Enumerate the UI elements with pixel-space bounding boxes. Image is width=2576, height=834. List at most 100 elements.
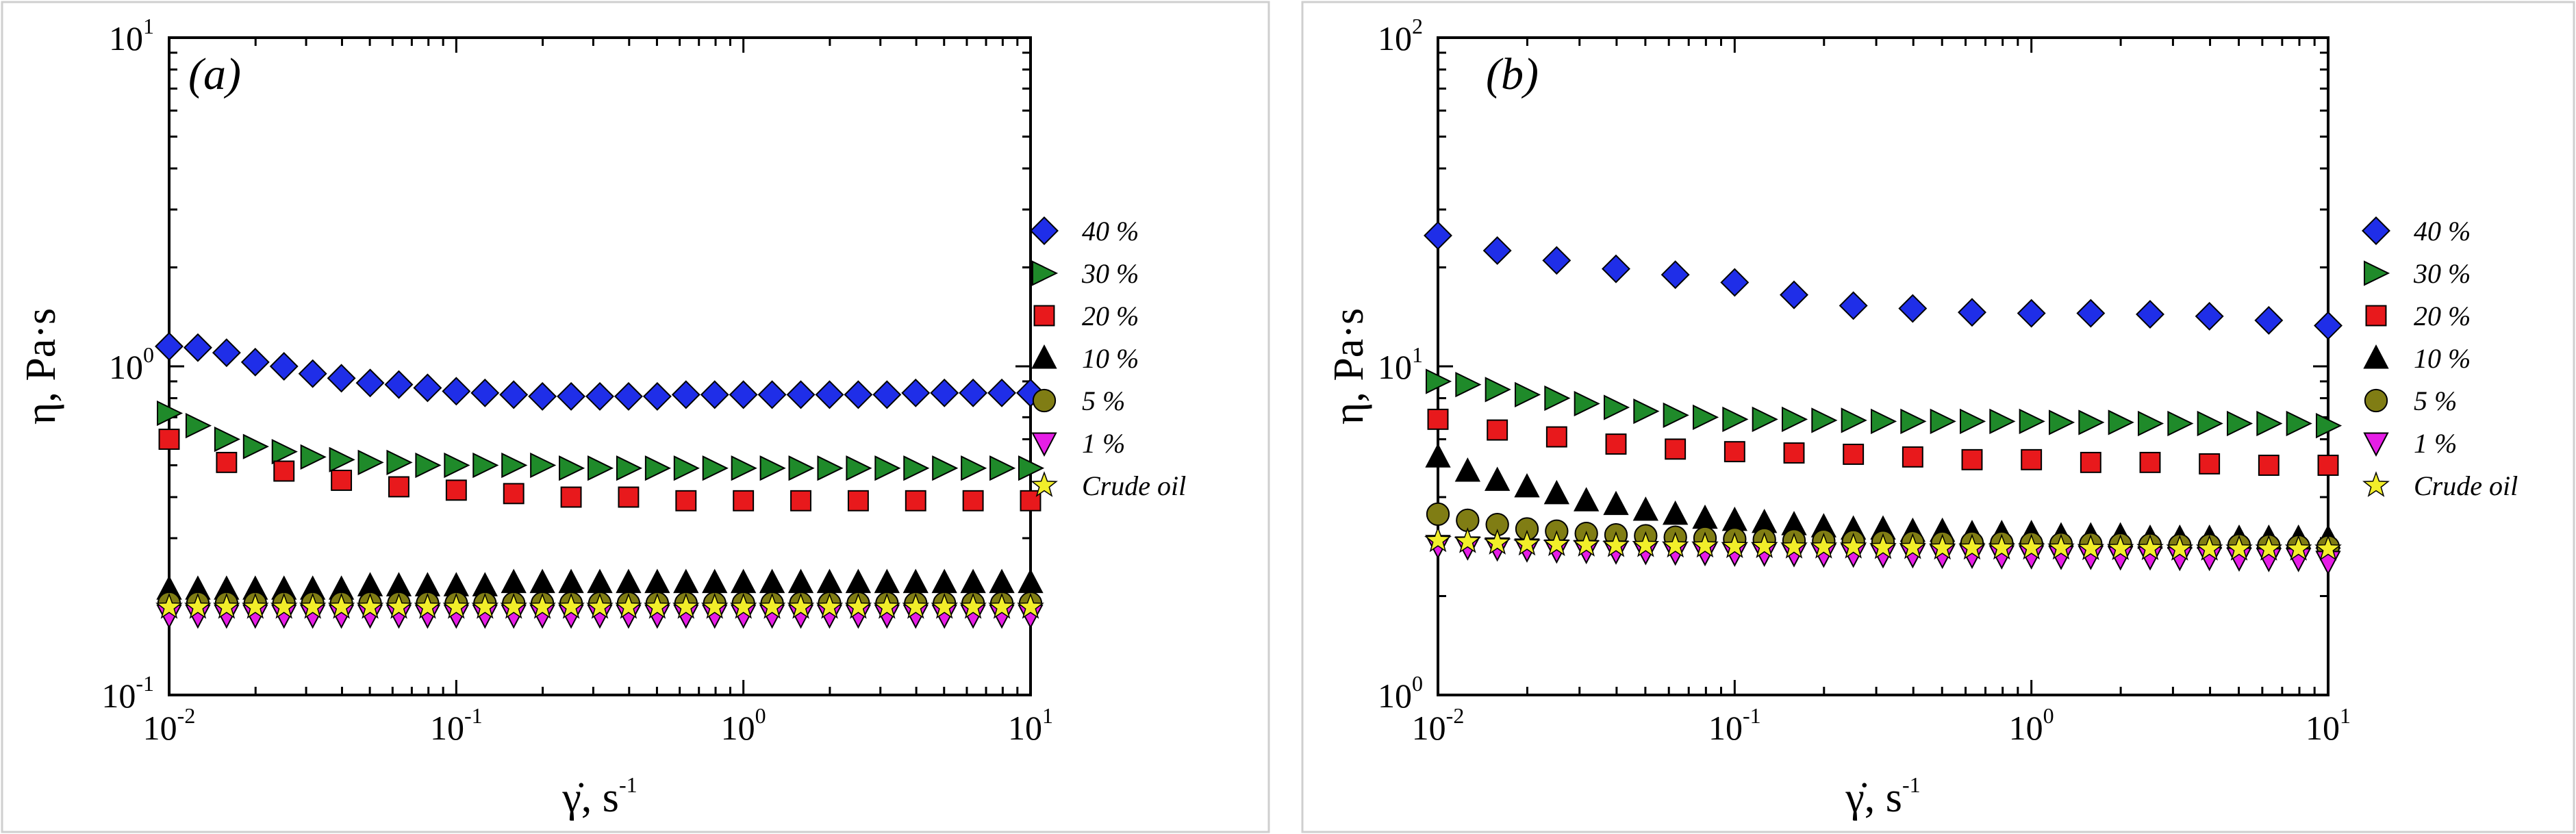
- legend-marker: [2365, 305, 2387, 327]
- data-point: [790, 490, 811, 511]
- plot-frame: [1437, 36, 2329, 696]
- data-point: [959, 592, 987, 619]
- data-point: [874, 455, 901, 481]
- data-point: [874, 568, 900, 594]
- data-point: [1958, 533, 1986, 560]
- data-point: [1839, 291, 1868, 320]
- data-point: [157, 400, 184, 427]
- data-point: [2108, 409, 2134, 435]
- data-point: [1720, 268, 1750, 297]
- legend-label: 30 %: [2413, 258, 2471, 289]
- data-point: [700, 592, 729, 619]
- data-point: [155, 331, 184, 361]
- legend-label: 1 %: [1082, 428, 1125, 459]
- data-point: [216, 451, 238, 473]
- data-point: [672, 592, 700, 619]
- legend-marker: [2364, 260, 2390, 286]
- data-point: [616, 455, 643, 481]
- data-point: [2021, 448, 2043, 470]
- data-point: [587, 568, 613, 594]
- legend: 40 % 30 % 20 % 10 % 5 % 1 % Crude oil: [1030, 216, 1186, 501]
- data-point: [2197, 410, 2223, 437]
- chart-panel-b: 10-2 10-1 100 101 100 101 102 (b) η, Pa·s γ̇, s-1…: [1326, 14, 2518, 821]
- data-point: [2076, 299, 2106, 328]
- data-point: [1016, 378, 1045, 407]
- data-point: [442, 377, 471, 406]
- data-point: [414, 592, 442, 619]
- data-point: [731, 568, 757, 594]
- data-point: [327, 592, 355, 619]
- data-point: [183, 333, 212, 362]
- legend-label: 40 %: [1082, 216, 1139, 247]
- data-point: [1723, 441, 1745, 463]
- legend-label: 30 %: [1081, 258, 1139, 289]
- data-point: [614, 381, 643, 411]
- data-point: [388, 476, 409, 498]
- data-point: [1898, 294, 1928, 323]
- data-point: [1544, 385, 1571, 412]
- data-point: [1574, 487, 1600, 511]
- data-point: [588, 455, 614, 481]
- legend-marker: [1033, 305, 1055, 327]
- data-point: [2078, 409, 2105, 435]
- data-point: [2047, 533, 2075, 560]
- data-point: [1961, 448, 1983, 470]
- legend-label: 20 %: [1082, 301, 1139, 331]
- data-point: [1958, 298, 1986, 327]
- data-point: [729, 380, 758, 409]
- series-crudeoil: [155, 592, 1044, 619]
- data-point: [1692, 504, 1718, 529]
- data-point: [2049, 409, 2075, 435]
- data-point: [673, 568, 699, 594]
- data-point: [989, 455, 1016, 481]
- data-point: [931, 568, 957, 594]
- data-point: [1483, 529, 1511, 555]
- data-point: [759, 455, 786, 481]
- series-30: [157, 400, 1045, 481]
- data-point: [1693, 404, 1719, 430]
- data-point: [1665, 438, 1687, 460]
- data-point: [1869, 533, 1897, 559]
- data-point: [241, 592, 269, 619]
- series-20: [158, 429, 1041, 511]
- data-point: [1543, 479, 1569, 505]
- legend-marker: [1032, 388, 1057, 413]
- data-point: [442, 592, 470, 619]
- y-tick-label: 100: [1378, 671, 1423, 715]
- legend-marker: [1032, 260, 1059, 286]
- legend-marker: [2364, 388, 2388, 413]
- data-point: [386, 449, 413, 475]
- data-point: [560, 486, 582, 508]
- data-point: [873, 592, 901, 619]
- data-point: [445, 479, 467, 501]
- data-point: [847, 490, 869, 511]
- x-axis-label: γ̇, s-1: [561, 772, 637, 821]
- data-point: [1841, 407, 1867, 433]
- data-point: [1663, 402, 1689, 428]
- data-point: [1783, 442, 1805, 464]
- data-point: [846, 455, 872, 481]
- legend-label: 1 %: [2414, 428, 2457, 459]
- data-point: [155, 592, 183, 619]
- data-point: [1425, 443, 1451, 468]
- data-point: [845, 568, 872, 594]
- data-point: [960, 568, 986, 594]
- data-point: [903, 455, 930, 481]
- data-point: [2286, 410, 2312, 437]
- data-point: [1574, 390, 1600, 417]
- data-point: [2077, 534, 2105, 560]
- data-point: [158, 429, 180, 450]
- data-point: [642, 381, 672, 411]
- data-point: [872, 380, 902, 409]
- data-point: [1427, 408, 1449, 430]
- data-point: [1839, 532, 1867, 559]
- data-point: [1780, 280, 1808, 309]
- data-point: [2314, 534, 2342, 561]
- data-point: [817, 455, 844, 481]
- data-point: [356, 592, 384, 619]
- y-axis-label: η, Pa·s: [18, 308, 64, 425]
- data-point: [558, 568, 584, 594]
- data-point: [559, 455, 585, 481]
- data-point: [2136, 534, 2164, 560]
- data-point: [184, 592, 212, 619]
